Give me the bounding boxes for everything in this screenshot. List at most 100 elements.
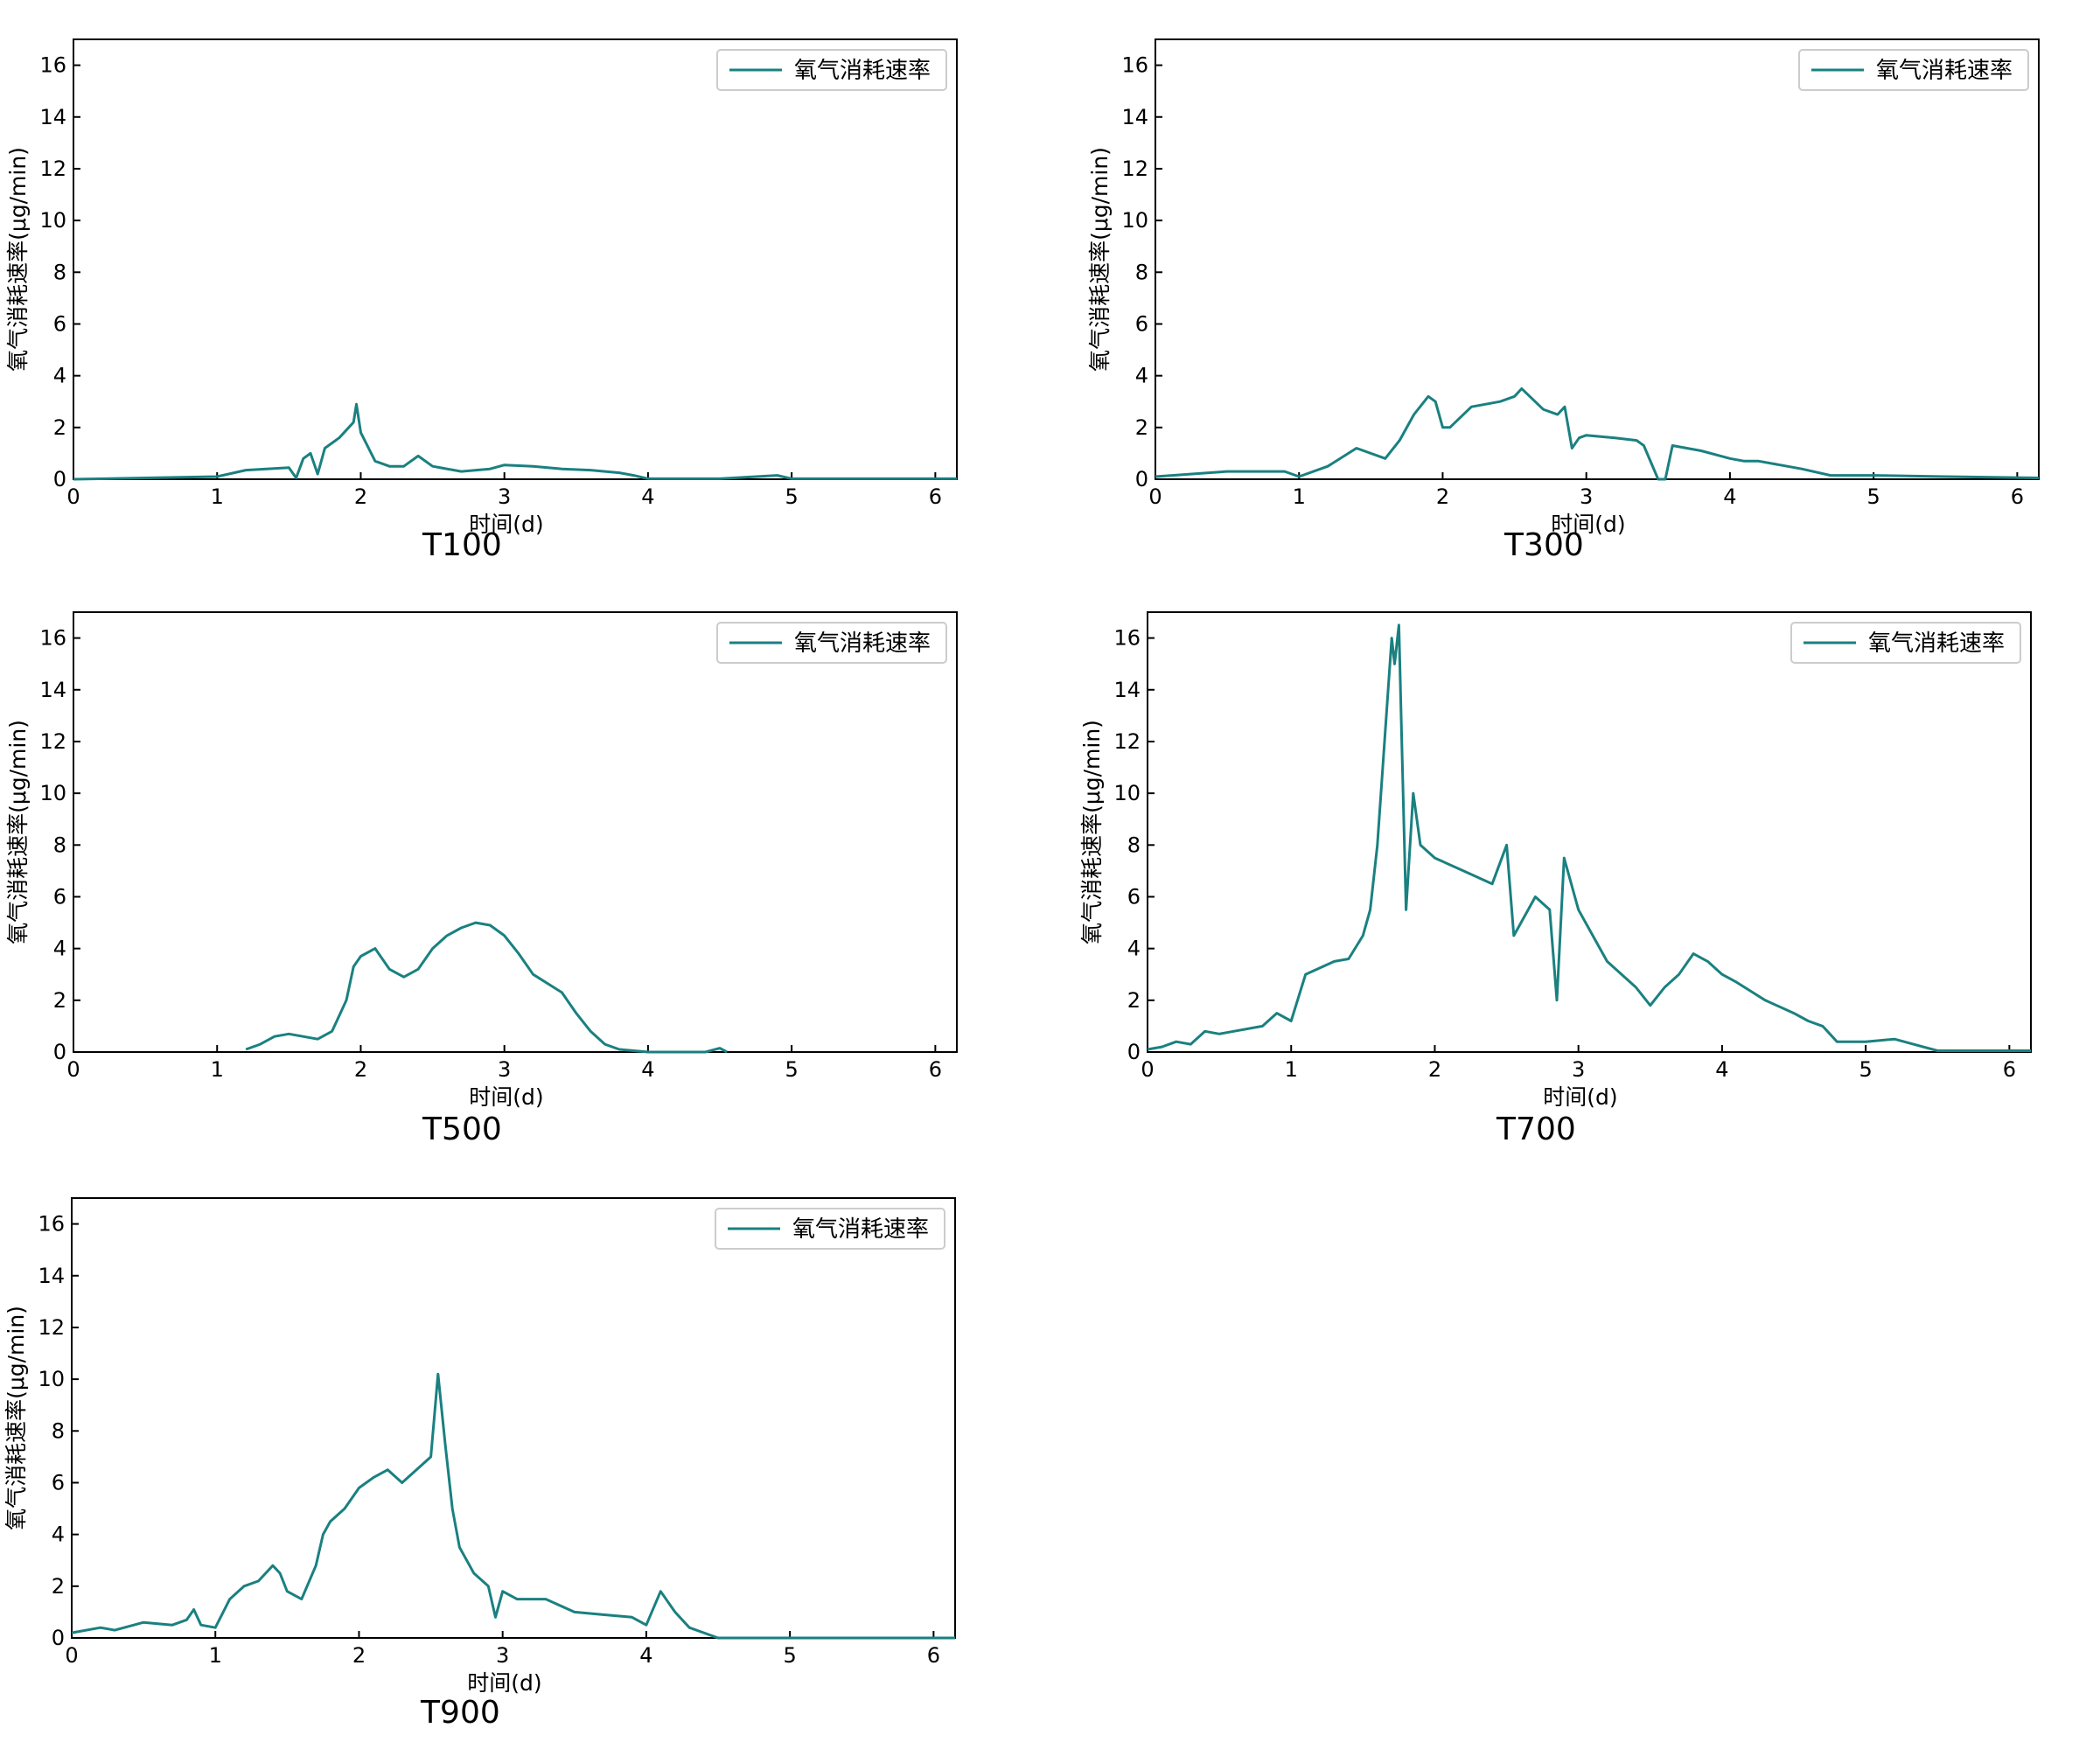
y-tick-label: 2 — [1135, 415, 1148, 440]
x-tick-label: 0 — [1141, 1057, 1154, 1082]
legend-label: 氧气消耗速率 — [1876, 58, 2013, 84]
x-tick-label: 6 — [929, 1057, 942, 1082]
y-tick-label: 10 — [39, 781, 66, 805]
x-tick-label: 5 — [783, 1643, 796, 1668]
x-tick-label: 1 — [211, 484, 224, 509]
x-tick-label: 5 — [785, 484, 798, 509]
x-tick-label: 6 — [929, 484, 942, 509]
y-axis-label: 氧气消耗速率(μg/min) — [1087, 147, 1113, 372]
y-tick-label: 10 — [1121, 208, 1148, 233]
x-tick-label: 4 — [641, 484, 654, 509]
x-tick-label: 1 — [1293, 484, 1306, 509]
chart-panel-t700: 0 1 2 3 4 5 60246810121416时间(d)氧气消耗速率(μg/min)T… — [1079, 611, 2032, 1147]
legend-label: 氧气消耗速率 — [794, 631, 931, 657]
y-tick-label: 10 — [39, 208, 66, 233]
y-tick-label: 14 — [1113, 678, 1141, 702]
y-tick-label: 16 — [39, 626, 66, 651]
plot-frame — [1147, 611, 2032, 1053]
y-tick-label: 2 — [1127, 988, 1141, 1013]
x-tick-label: 5 — [785, 1057, 798, 1082]
legend-label: 氧气消耗速率 — [794, 58, 931, 84]
y-tick-label: 12 — [39, 729, 66, 754]
x-tick-label: 3 — [1572, 1057, 1585, 1082]
x-axis-label: 时间(d) — [1543, 1084, 1617, 1110]
x-tick-label: 0 — [66, 1057, 80, 1082]
y-axis-label: 氧气消耗速率(μg/min) — [1079, 720, 1105, 944]
y-tick-label: 14 — [1121, 105, 1148, 129]
legend-box — [715, 1208, 945, 1250]
legend-box — [716, 49, 947, 91]
legend-label: 氧气消耗速率 — [792, 1216, 929, 1243]
y-axis-label: 氧气消耗速率(μg/min) — [5, 147, 31, 372]
y-tick-label: 2 — [53, 415, 66, 440]
x-tick-label: 4 — [1723, 484, 1736, 509]
x-tick-label: 5 — [1859, 1057, 1872, 1082]
plot-frame — [73, 611, 958, 1053]
y-tick-label: 10 — [38, 1367, 65, 1391]
y-tick-label: 4 — [1135, 364, 1148, 388]
chart-panel-t100: 0 1 2 3 4 5 60246810121416时间(d)氧气消耗速率(μg/min)T… — [5, 38, 958, 563]
y-tick-label: 16 — [1121, 53, 1148, 78]
x-tick-label: 2 — [1436, 484, 1449, 509]
y-tick-label: 4 — [53, 364, 66, 388]
panel-title: T700 — [1496, 1111, 1576, 1147]
y-tick-label: 4 — [1127, 937, 1141, 961]
y-tick-label: 12 — [39, 157, 66, 181]
y-tick-label: 8 — [53, 833, 66, 857]
series-line-t700 — [1147, 624, 2031, 1052]
x-axis-label: 时间(d) — [467, 1670, 541, 1696]
y-tick-label: 6 — [1135, 311, 1148, 336]
legend-box — [1798, 49, 2029, 91]
y-tick-label: 14 — [39, 105, 66, 129]
x-tick-label: 6 — [2011, 484, 2024, 509]
x-tick-label: 3 — [1580, 484, 1593, 509]
x-tick-label: 0 — [1148, 484, 1162, 509]
y-tick-label: 8 — [52, 1418, 65, 1443]
series-line-t500 — [245, 921, 728, 1054]
y-tick-label: 6 — [53, 311, 66, 336]
panel-title: T900 — [420, 1695, 500, 1731]
x-tick-label: 3 — [498, 484, 511, 509]
plot-frame — [71, 1197, 956, 1639]
y-tick-label: 2 — [52, 1574, 65, 1599]
x-tick-label: 4 — [1715, 1057, 1728, 1082]
y-tick-label: 12 — [1121, 157, 1148, 181]
y-tick-label: 2 — [53, 988, 66, 1013]
x-tick-label: 0 — [66, 484, 80, 509]
series-line-t100 — [73, 402, 957, 481]
x-tick-label: 3 — [496, 1643, 509, 1668]
y-tick-label: 12 — [1113, 729, 1141, 754]
y-tick-label: 12 — [38, 1315, 65, 1340]
y-tick-label: 0 — [53, 1040, 66, 1064]
plot-frame — [1155, 38, 2040, 480]
y-tick-label: 8 — [1127, 833, 1141, 857]
y-tick-label: 0 — [1127, 1040, 1141, 1064]
series-line-t300 — [1155, 387, 2040, 481]
x-tick-label: 1 — [1285, 1057, 1298, 1082]
legend-box — [716, 622, 947, 664]
y-tick-label: 14 — [38, 1264, 65, 1288]
y-tick-label: 10 — [1113, 781, 1141, 805]
y-tick-label: 6 — [52, 1470, 65, 1495]
y-tick-label: 0 — [53, 467, 66, 491]
y-axis-label: 氧气消耗速率(μg/min) — [5, 720, 31, 944]
chart-panel-t500: 0 1 2 3 4 5 60246810121416时间(d)氧气消耗速率(μg/min)T… — [5, 611, 958, 1147]
legend-label: 氧气消耗速率 — [1868, 631, 2005, 657]
x-axis-label: 时间(d) — [469, 512, 543, 537]
y-tick-label: 16 — [38, 1212, 65, 1237]
y-tick-label: 6 — [53, 884, 66, 909]
x-tick-label: 2 — [354, 484, 367, 509]
y-tick-label: 4 — [53, 937, 66, 961]
series-line-t900 — [71, 1372, 955, 1640]
x-axis-label: 时间(d) — [469, 1084, 543, 1110]
y-axis-label: 氧气消耗速率(μg/min) — [3, 1306, 29, 1530]
y-tick-label: 6 — [1127, 884, 1141, 909]
plot-frame — [73, 38, 958, 480]
y-tick-label: 8 — [53, 260, 66, 284]
x-tick-label: 6 — [2003, 1057, 2016, 1082]
y-tick-label: 8 — [1135, 260, 1148, 284]
x-tick-label: 4 — [641, 1057, 654, 1082]
y-tick-label: 0 — [1135, 467, 1148, 491]
x-tick-label: 2 — [352, 1643, 366, 1668]
